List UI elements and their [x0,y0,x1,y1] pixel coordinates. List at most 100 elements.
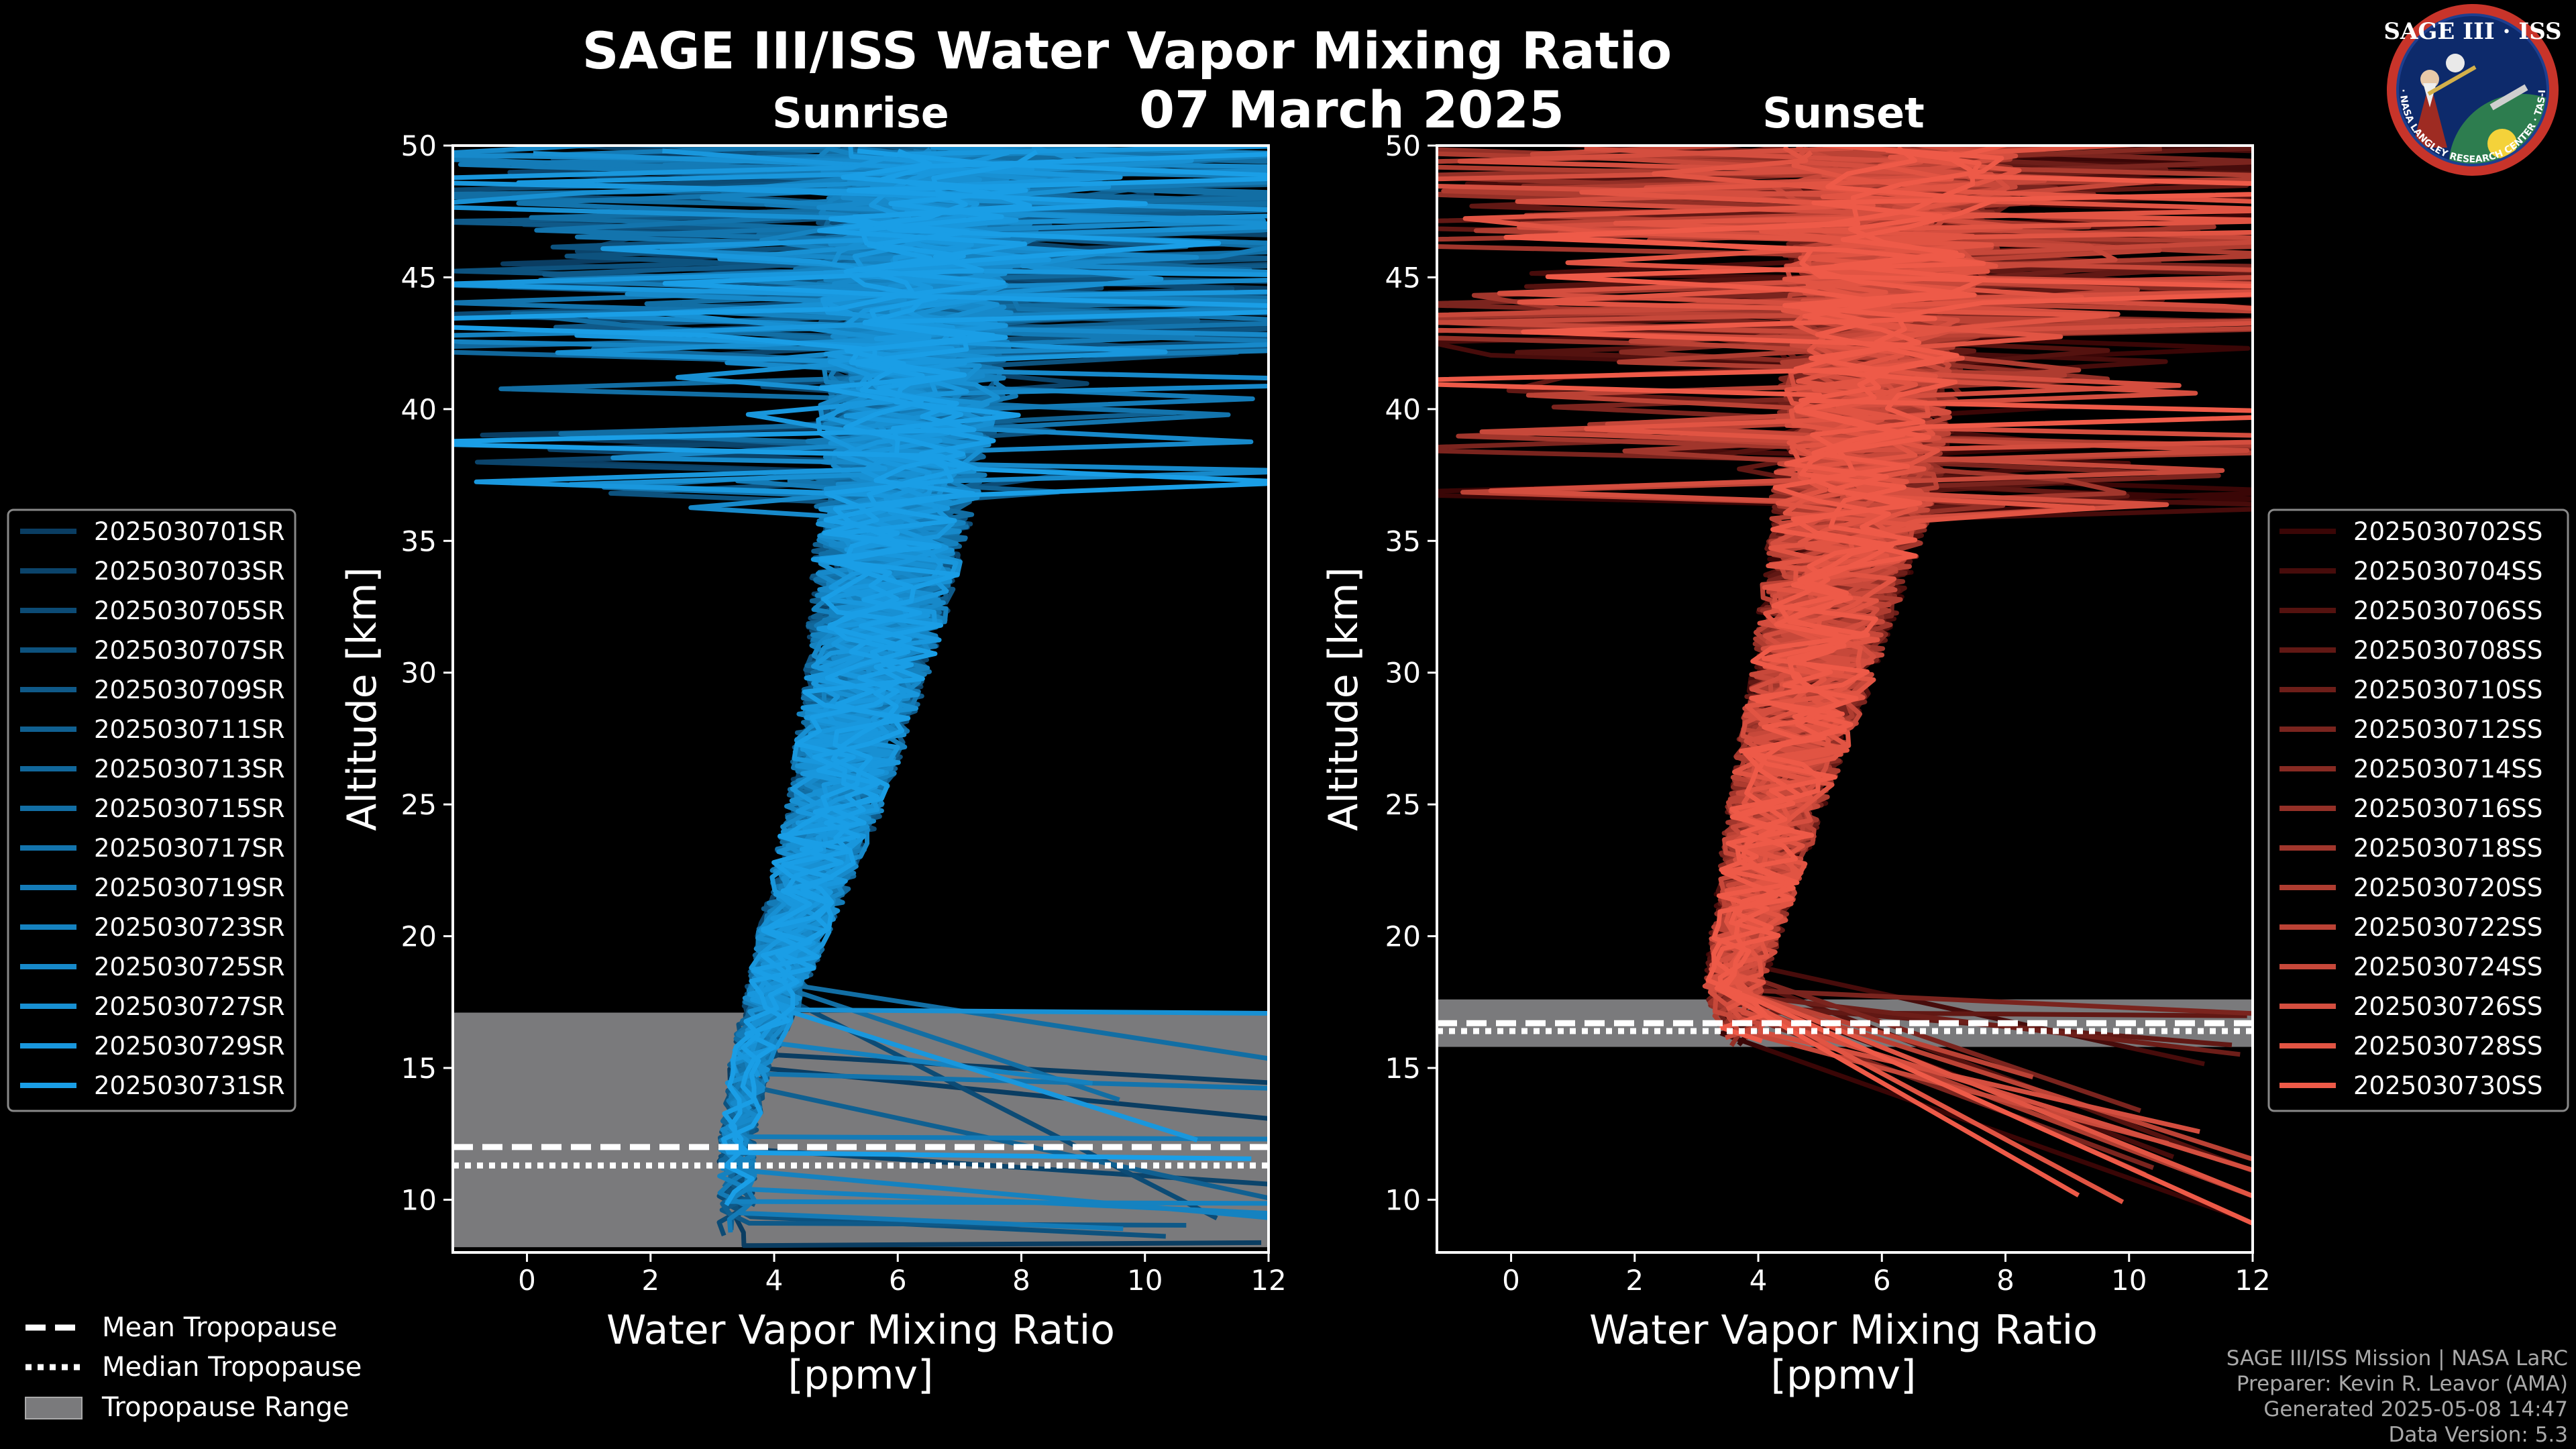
sunrise-xlabel-units: [ppmv] [788,1352,934,1399]
median-tropopause-label: Median Tropopause [102,1352,362,1383]
wizard-figure-icon [2412,80,2447,148]
sunrise-legend-label: 2025030727SR [94,992,285,1021]
sunset-x-tick-label: 8 [1996,1264,2015,1297]
sunset-legend-label: 2025030720SS [2353,873,2542,902]
sunrise-x-tick-label: 8 [1012,1264,1030,1297]
sunrise-subtitle: Sunrise [772,89,949,138]
sunrise-legend-label: 2025030723SR [94,913,285,942]
sunset-profile-2025030728SS [1584,150,2253,1204]
credits-mission: SAGE III/ISS Mission | NASA LaRC [2226,1346,2568,1371]
sunrise-y-tick-label: 40 [401,393,437,426]
sunset-legend-label: 2025030712SS [2353,715,2542,744]
sunrise-y-tick-label: 35 [401,525,437,557]
sunrise-profile-2025030729SR [574,148,1269,1074]
sunrise-profile-2025030731SR [453,152,1269,985]
sunrise-x-tick-label: 12 [1250,1264,1286,1297]
sunrise-x-tick-label: 6 [889,1264,907,1297]
sunrise-legend-label: 2025030731SR [94,1071,285,1100]
sunrise-xlabel: Water Vapor Mixing Ratio [606,1307,1115,1354]
sunrise-legend-label: 2025030707SR [94,636,285,665]
credits-preparer: Preparer: Kevin R. Leavor (AMA) [2236,1372,2568,1396]
sunset-legend-label: 2025030726SS [2353,992,2542,1021]
sunset-y-tick-label: 40 [1385,393,1421,426]
tropopause-range-label: Tropopause Range [101,1392,350,1423]
sunset-y-tick-label: 25 [1385,788,1421,821]
sunset-y-tick-label: 15 [1385,1052,1421,1085]
sunset-legend: 2025030702SS 2025030704SS 2025030706SS 2025… [2267,508,2569,1112]
sunset-y-tick-label: 10 [1385,1183,1421,1216]
sunset-subtitle: Sunset [1762,89,1925,138]
earth-icon [2449,94,2546,164]
sunset-y-tick-label: 20 [1385,920,1421,953]
sunset-y-tick-label: 50 [1385,129,1421,162]
sunrise-x-tick-label: 2 [641,1264,659,1297]
moon-icon [2446,54,2465,72]
sunrise-legend-label: 2025030705SR [94,596,285,625]
chart-title: SAGE III/ISS Water Vapor Mixing Ratio [582,21,1672,80]
sunrise-x-tick-label: 4 [765,1264,784,1297]
tropopause-legend: Mean Tropopause Median Tropopause Tropop… [25,1312,362,1423]
sunrise-ylabel: Altitude [km] [339,567,386,831]
credits-data-version: Data Version: 5.3 [2388,1423,2568,1447]
sunset-x-tick-label: 0 [1502,1264,1520,1297]
sunset-legend-box [2267,508,2569,1112]
sunset-legend-label: 2025030716SS [2353,794,2542,823]
sunset-legend-label: 2025030722SS [2353,913,2542,942]
sunrise-legend-box [7,508,297,1112]
sunrise-y-tick-label: 15 [401,1052,437,1085]
sunrise-panel: 0 2 4 6 8 10 12 10 15 20 25 30 35 40 45 50 Water Vapor… [339,129,1287,1399]
sunset-legend-label: 2025030706SS [2353,596,2542,625]
sunrise-profile-2025030731SR [662,150,1038,1155]
sunset-legend-label: 2025030728SS [2353,1032,2542,1061]
sunset-profile-2025030728SS [1517,146,2253,990]
logo-title: SAGE III · ISS [2383,18,2561,45]
sunrise-y-tick-label: 30 [401,657,437,690]
sunrise-legend-label: 2025030719SR [94,873,285,902]
sunset-y-tick-label: 30 [1385,657,1421,690]
sunrise-tropopause-range [453,1012,1269,1248]
sunset-ylabel: Altitude [km] [1320,567,1367,831]
telescope-icon [2427,65,2477,96]
sunset-xlabel-units: [ppmv] [1771,1352,1917,1399]
sunrise-legend-label: 2025030729SR [94,1032,285,1061]
sunrise-x-tick-label: 0 [518,1264,536,1297]
sunset-legend-label: 2025030718SS [2353,834,2542,863]
sunrise-legend-label: 2025030717SR [94,834,285,863]
sunrise-y-tick-label: 10 [401,1183,437,1216]
sunrise-legend-label: 2025030713SR [94,755,285,784]
credits-generated: Generated 2025-05-08 14:47 [2263,1397,2568,1421]
sunrise-legend-label: 2025030725SR [94,953,285,981]
sunset-legend-label: 2025030704SS [2353,557,2542,586]
sunset-y-tick-label: 35 [1385,525,1421,557]
sunrise-y-tick-label: 45 [401,261,437,294]
sunset-legend-label: 2025030702SS [2353,517,2542,546]
sunrise-legend: 2025030701SR 2025030703SR 2025030705SR 2025… [7,508,297,1112]
sunrise-legend-label: 2025030715SR [94,794,285,823]
sunrise-y-tick-label: 20 [401,920,437,953]
sunset-x-tick-label: 6 [1873,1264,1891,1297]
sunrise-x-tick-label: 10 [1127,1264,1163,1297]
sunrise-legend-label: 2025030701SR [94,517,285,546]
credits: SAGE III/ISS Mission | NASA LaRC Prepare… [2226,1346,2568,1448]
sunset-y-tick-label: 45 [1385,261,1421,294]
sunrise-plot-frame [451,144,1270,1254]
mean-tropopause-label: Mean Tropopause [102,1312,337,1343]
sunrise-legend-label: 2025030703SR [94,557,285,586]
sunset-legend-label: 2025030730SS [2353,1071,2542,1100]
sunset-panel: 0 2 4 6 8 10 12 10 15 20 25 30 35 40 45 50 Water Vapor… [1320,129,2271,1399]
sun-icon [2487,129,2517,158]
sunset-x-tick-label: 2 [1625,1264,1644,1297]
sunset-profile-2025030730SS [1705,148,2253,996]
sunset-x-tick-label: 10 [2111,1264,2147,1297]
sunset-x-tick-label: 4 [1750,1264,1768,1297]
sunrise-y-tick-label: 25 [401,788,437,821]
sunrise-legend-label: 2025030711SR [94,715,285,744]
sunset-legend-label: 2025030710SS [2353,676,2542,704]
tropopause-range-swatch [25,1397,83,1419]
sunset-xlabel: Water Vapor Mixing Ratio [1589,1307,2098,1354]
sunrise-legend-label: 2025030709SR [94,676,285,704]
sunrise-y-tick-label: 50 [401,129,437,162]
sunset-legend-label: 2025030708SS [2353,636,2542,665]
sunset-x-tick-label: 12 [2235,1264,2270,1297]
